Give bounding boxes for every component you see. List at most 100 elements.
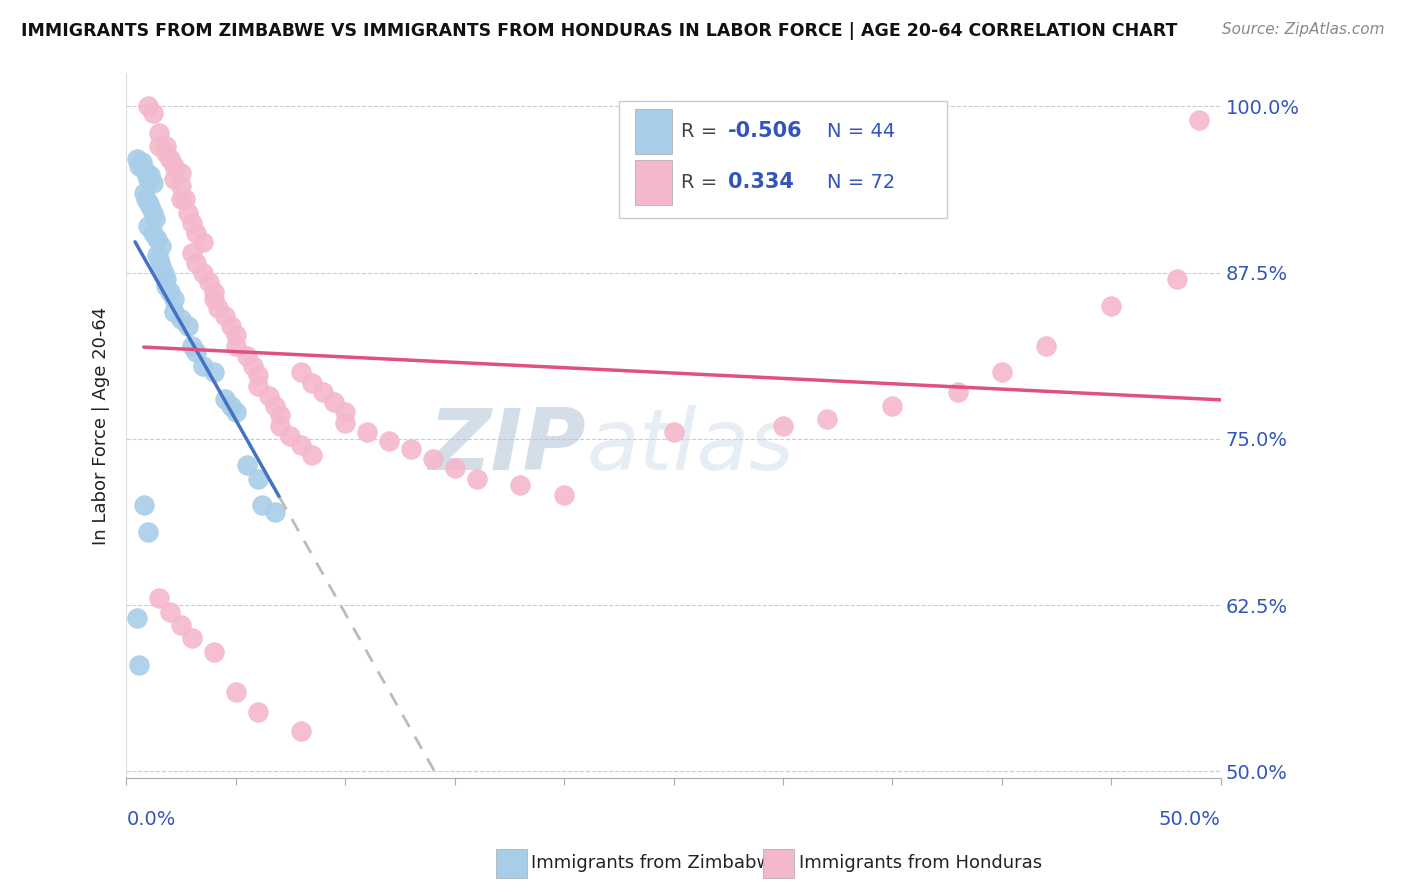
Text: IMMIGRANTS FROM ZIMBABWE VS IMMIGRANTS FROM HONDURAS IN LABOR FORCE | AGE 20-64 : IMMIGRANTS FROM ZIMBABWE VS IMMIGRANTS F… xyxy=(21,22,1177,40)
Point xyxy=(250,499,273,513)
Point xyxy=(170,312,193,326)
Point xyxy=(202,645,225,659)
Point xyxy=(221,318,243,333)
Point xyxy=(946,385,969,400)
Point xyxy=(191,359,214,373)
Point xyxy=(553,488,575,502)
Point xyxy=(290,438,312,452)
Point xyxy=(1099,299,1122,313)
Point xyxy=(246,378,269,392)
Point xyxy=(257,389,280,403)
Point xyxy=(159,153,181,167)
FancyBboxPatch shape xyxy=(636,160,672,205)
Point xyxy=(148,126,170,140)
Point xyxy=(235,349,257,363)
Point xyxy=(132,499,155,513)
Point xyxy=(264,399,287,413)
Point xyxy=(1035,339,1057,353)
Point xyxy=(323,394,346,409)
Point xyxy=(139,169,162,183)
Point xyxy=(136,219,159,233)
Point xyxy=(170,192,193,206)
Point xyxy=(159,605,181,619)
Point xyxy=(155,145,177,160)
Point xyxy=(136,524,159,539)
Point xyxy=(186,226,208,240)
Point xyxy=(191,266,214,280)
Point xyxy=(127,153,149,167)
Point xyxy=(378,434,401,449)
Point xyxy=(139,199,162,213)
Point xyxy=(135,166,157,180)
Point xyxy=(146,232,169,246)
Point xyxy=(335,416,357,430)
Point xyxy=(1166,272,1188,286)
Point xyxy=(176,318,198,333)
Point xyxy=(269,408,291,422)
FancyBboxPatch shape xyxy=(619,101,948,218)
Point xyxy=(143,212,166,227)
Point xyxy=(301,448,323,462)
Text: R =: R = xyxy=(681,122,717,141)
Text: 0.0%: 0.0% xyxy=(127,810,176,829)
Point xyxy=(170,618,193,632)
Point xyxy=(142,106,165,120)
Point xyxy=(163,159,186,173)
Point xyxy=(269,418,291,433)
Point xyxy=(150,239,173,253)
Point xyxy=(155,139,177,153)
Point xyxy=(399,442,422,457)
Point xyxy=(186,256,208,270)
Text: -0.506: -0.506 xyxy=(728,121,803,142)
Point xyxy=(159,153,181,167)
Point xyxy=(128,159,150,173)
Point xyxy=(159,285,181,300)
Point xyxy=(264,505,287,519)
Point xyxy=(225,684,247,698)
Point xyxy=(174,192,197,206)
Text: R =: R = xyxy=(681,173,717,192)
Point xyxy=(181,339,204,353)
Point xyxy=(882,399,904,413)
Text: N = 72: N = 72 xyxy=(827,173,896,192)
Point xyxy=(135,192,157,206)
Point xyxy=(163,305,186,319)
Text: atlas: atlas xyxy=(586,405,794,488)
Point xyxy=(509,478,531,492)
Point xyxy=(221,399,243,413)
Point xyxy=(335,405,357,419)
Point xyxy=(136,99,159,113)
Point xyxy=(136,172,159,186)
Point xyxy=(290,365,312,379)
Point xyxy=(142,177,165,191)
Point xyxy=(127,611,149,625)
Point xyxy=(246,368,269,382)
Point xyxy=(301,376,323,390)
Point xyxy=(225,339,247,353)
Point xyxy=(214,392,236,406)
Point xyxy=(155,278,177,293)
Point xyxy=(235,458,257,473)
Point xyxy=(242,359,264,373)
Point xyxy=(198,275,221,289)
Point xyxy=(246,472,269,486)
Point xyxy=(312,385,335,400)
Point xyxy=(131,155,153,169)
Point xyxy=(181,245,204,260)
Point xyxy=(152,266,174,280)
Point xyxy=(163,292,186,306)
Text: 0.334: 0.334 xyxy=(728,172,794,193)
Text: N = 44: N = 44 xyxy=(827,122,896,141)
Point xyxy=(148,252,170,267)
Point xyxy=(128,657,150,672)
Point xyxy=(214,310,236,324)
Point xyxy=(136,194,159,209)
Point xyxy=(443,461,465,475)
Point xyxy=(202,365,225,379)
Point xyxy=(422,451,444,466)
FancyBboxPatch shape xyxy=(636,109,672,154)
Point xyxy=(181,632,204,646)
Point xyxy=(991,365,1014,379)
Text: Immigrants from Zimbabwe: Immigrants from Zimbabwe xyxy=(531,855,783,872)
Point xyxy=(191,235,214,249)
